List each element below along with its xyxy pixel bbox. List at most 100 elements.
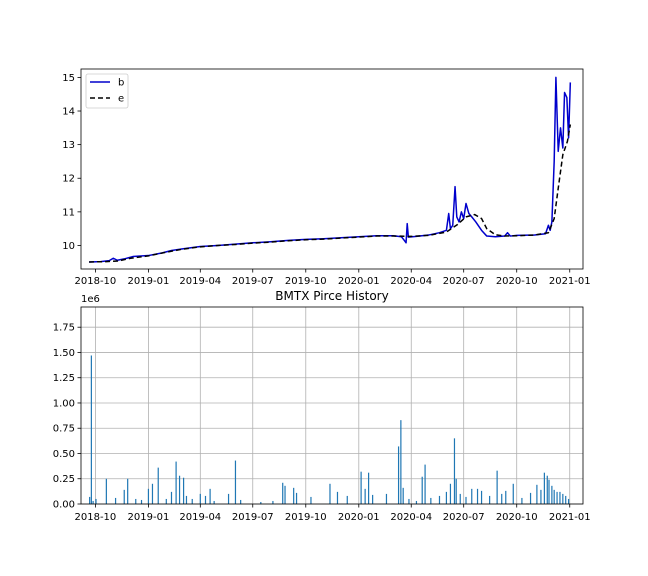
price-x-tick-label: 2019-01 <box>128 276 170 287</box>
price-chart: 10 11 12 13 14 15 2018-10 2019-01 2019-04 2019-0… <box>62 68 591 287</box>
volume-x-tick-label: 2020-07 <box>443 512 485 523</box>
volume-bar <box>147 488 150 504</box>
volume-bar <box>424 464 426 504</box>
volume-bar <box>213 500 215 504</box>
volume-y-tick-label: 1.00 <box>53 398 75 409</box>
volume-bar <box>421 476 423 504</box>
volume-bar <box>459 493 461 504</box>
volume-bar <box>438 495 441 504</box>
volume-bar <box>282 482 284 504</box>
volume-chart-title: BMTX Pirce History <box>275 289 388 303</box>
volume-bar <box>293 487 295 504</box>
price-y-tick-label: 13 <box>62 140 75 151</box>
volume-bar <box>543 472 545 504</box>
volume-bar <box>329 483 331 504</box>
volume-grid <box>81 307 583 505</box>
volume-bar <box>372 494 374 504</box>
volume-y-tick-label: 0.75 <box>53 424 75 435</box>
volume-x-tick-label: 2018-10 <box>75 512 117 523</box>
volume-bar <box>501 493 503 504</box>
volume-bar <box>157 467 159 504</box>
volume-bar <box>346 495 348 504</box>
volume-bar <box>400 420 402 504</box>
volume-bar <box>476 488 479 504</box>
volume-bar <box>567 498 570 504</box>
volume-bar <box>140 499 143 504</box>
volume-bar <box>178 475 181 504</box>
volume-chart: BMTX Pirce History 1e6 0.00 0.25 0.50 0.75 1… <box>53 289 591 523</box>
legend-label-e: e <box>118 94 124 105</box>
volume-bar <box>445 491 448 504</box>
volume-bar <box>295 492 298 504</box>
price-x-tick-label: 2021-01 <box>549 276 591 287</box>
volume-bar <box>170 491 173 504</box>
volume-bar <box>521 497 523 504</box>
volume-bar <box>402 487 404 504</box>
volume-x-tick-label: 2020-10 <box>496 512 538 523</box>
volume-bar <box>364 488 366 504</box>
volume-bar <box>90 355 92 504</box>
volume-bar <box>175 461 177 504</box>
volume-bar <box>284 485 286 504</box>
volume-bar <box>123 489 125 504</box>
volume-y-tick-label: 0.25 <box>53 474 75 485</box>
price-y-tick-label: 14 <box>62 107 75 118</box>
volume-bar <box>496 470 498 504</box>
volume-bar <box>512 483 514 504</box>
volume-bar <box>455 478 457 504</box>
volume-bar <box>536 484 538 504</box>
volume-bar <box>204 495 207 504</box>
volume-bar <box>465 496 467 504</box>
volume-bar <box>489 495 491 504</box>
volume-bar <box>529 492 532 504</box>
price-y-tick-label: 10 <box>62 241 75 252</box>
volume-bar <box>562 493 564 504</box>
volume-bar <box>368 472 370 504</box>
volume-bar <box>480 490 483 504</box>
volume-bar <box>135 498 137 504</box>
volume-bar <box>505 490 507 504</box>
volume-bar <box>165 498 167 504</box>
volume-bar <box>127 478 129 504</box>
price-x-tick-label: 2019-07 <box>232 276 274 287</box>
price-legend: b e <box>85 73 129 109</box>
volume-plot-frame <box>80 306 584 505</box>
volume-y-tick-label: 1.75 <box>53 323 75 334</box>
volume-bar <box>360 471 362 504</box>
volume-bar <box>551 485 553 504</box>
volume-bar <box>565 495 567 504</box>
volume-bar <box>199 493 201 504</box>
volume-x-tick-label: 2020-01 <box>338 512 380 523</box>
volume-y-tick-label: 0.50 <box>53 449 75 460</box>
volume-bar <box>310 496 312 504</box>
price-y-tick-label: 15 <box>62 73 75 84</box>
volume-y-tick-label: 0.00 <box>53 500 75 511</box>
volume-x-tick-label: 2019-01 <box>128 512 170 523</box>
price-x-tick-label: 2020-01 <box>338 276 380 287</box>
volume-bar <box>227 493 230 504</box>
volume-bar <box>546 475 548 504</box>
price-x-tick-label: 2020-07 <box>443 276 485 287</box>
volume-bar <box>240 499 242 504</box>
volume-bar <box>151 483 154 504</box>
volume-bar <box>430 497 432 504</box>
volume-bar <box>89 496 91 504</box>
volume-bar <box>548 479 550 504</box>
volume-bar <box>114 497 117 504</box>
price-y-tick-label: 11 <box>62 207 75 218</box>
volume-bar <box>471 488 473 504</box>
volume-x-tick-label: 2020-04 <box>390 512 432 523</box>
price-series-line-e <box>89 124 572 263</box>
volume-bar <box>260 501 262 504</box>
price-x-tick-label: 2020-04 <box>390 276 432 287</box>
volume-bar <box>105 478 107 504</box>
price-y-axis: 10 11 12 13 14 15 <box>62 73 81 252</box>
volume-bar <box>449 483 452 504</box>
volume-y-scale-label: 1e6 <box>81 294 100 305</box>
volume-bar <box>556 491 558 504</box>
volume-bar <box>191 498 193 504</box>
volume-bar <box>408 498 410 504</box>
price-x-tick-label: 2020-10 <box>496 276 538 287</box>
price-x-tick-label: 2019-10 <box>285 276 327 287</box>
volume-bar <box>397 446 400 504</box>
